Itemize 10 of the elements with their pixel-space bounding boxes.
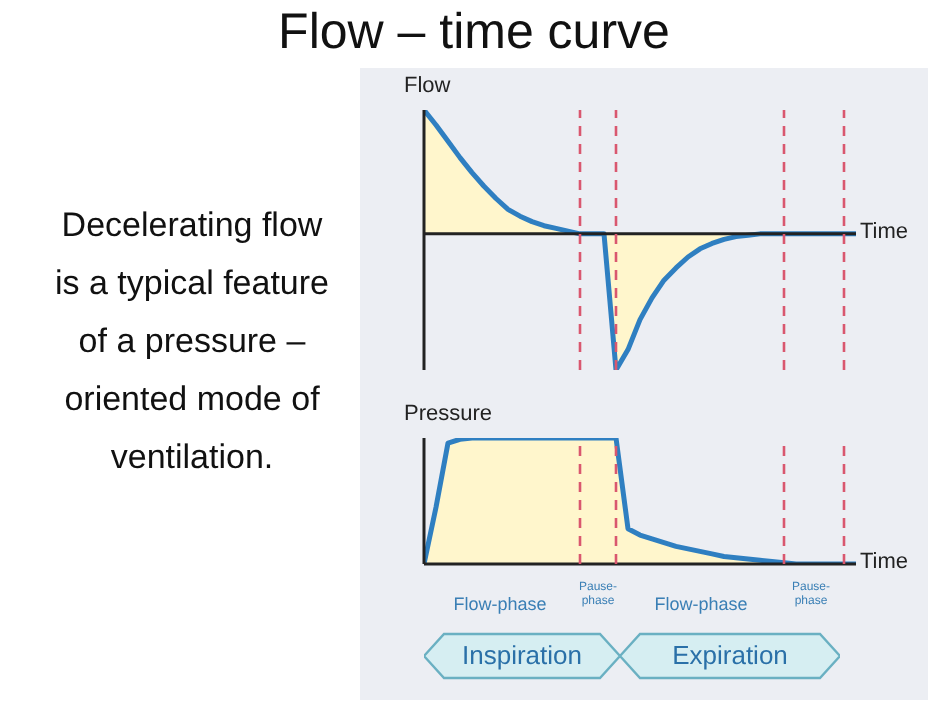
x-axis-title: Time [860, 219, 909, 244]
x-axis-title: Time [860, 550, 909, 574]
chart-title: Flow – time curve [276, 4, 672, 62]
y-axis-title: Pressure [404, 402, 493, 426]
text: Expiration [670, 640, 790, 670]
text: Flow-phase [451, 594, 549, 616]
y-axis-title: Flow [404, 74, 451, 98]
text: Flow-phase [652, 594, 750, 616]
text: Decelerating flow is a typical feature of a pressure – oriented mode of ventilation. [54, 206, 329, 476]
text: Inspiration [460, 640, 584, 670]
